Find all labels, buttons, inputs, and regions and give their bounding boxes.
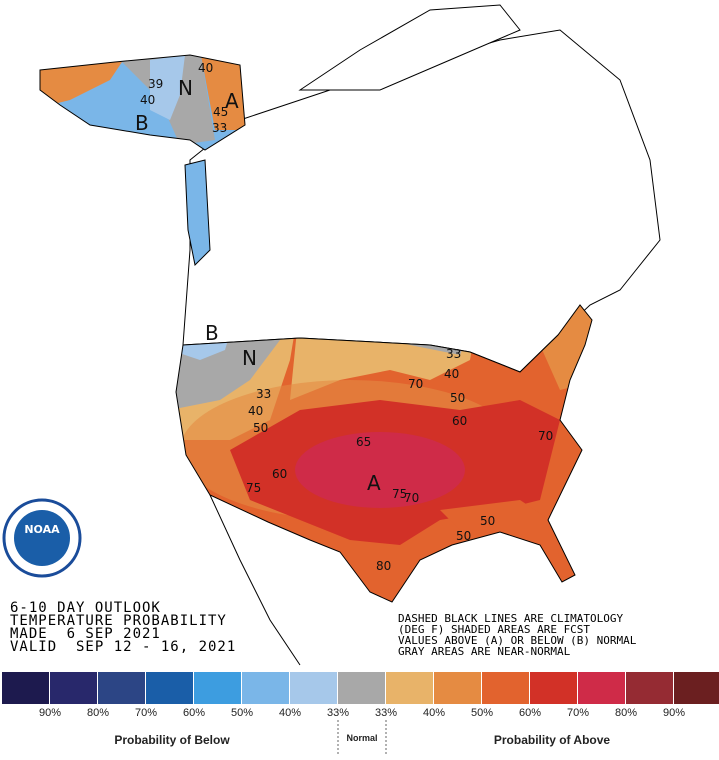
legend-below: Probability of Below	[114, 733, 230, 747]
map-label: 50	[450, 391, 465, 405]
map-label: 39	[148, 77, 163, 91]
legend-tick-label: 90%	[39, 707, 61, 719]
legend-tick-label: 80%	[615, 707, 637, 719]
legend-swatch	[482, 672, 529, 704]
note-line: VALUES ABOVE (A) OR BELOW (B) NORMAL	[398, 634, 637, 647]
map-label: 45	[213, 105, 228, 119]
noaa-logo: NOAA	[2, 498, 82, 578]
legend-tick-label: 70%	[567, 707, 589, 719]
legend-swatch	[386, 672, 433, 704]
legend-above: Probability of Above	[494, 733, 611, 747]
legend-swatch	[194, 672, 241, 704]
map-label: A	[225, 89, 239, 113]
legend-swatch	[98, 672, 145, 704]
legend: Probability of Below Normal Probability …	[2, 672, 719, 755]
map-label: 50	[480, 514, 495, 528]
legend-swatch	[338, 672, 385, 704]
map-label: 33	[256, 387, 271, 401]
note-line: DASHED BLACK LINES ARE CLIMATOLOGY	[398, 612, 624, 625]
map-label: 70	[538, 429, 553, 443]
legend-tick-label: 33%	[327, 707, 349, 719]
header-line: 6-10 DAY OUTLOOK	[10, 600, 161, 616]
header-line: TEMPERATURE PROBABILITY	[10, 613, 227, 629]
header-line: MADE 6 SEP 2021	[10, 626, 161, 642]
note-line: GRAY AREAS ARE NEAR-NORMAL	[398, 645, 571, 658]
legend-swatch	[2, 672, 49, 704]
map-label: 40	[444, 367, 459, 381]
bc-coast	[184, 159, 211, 267]
map-label: N	[178, 76, 193, 100]
map-label: 40	[140, 93, 155, 107]
map-label: 75	[246, 481, 261, 495]
legend-swatch	[578, 672, 625, 704]
legend-swatch	[146, 672, 193, 704]
legend-normal: Normal	[346, 733, 377, 743]
map-label: 70	[408, 377, 423, 391]
legend-tick-label: 33%	[375, 707, 397, 719]
legend-tick-label: 70%	[135, 707, 157, 719]
map-label: 65	[356, 435, 371, 449]
legend-swatch	[50, 672, 97, 704]
note-line: (DEG F) SHADED AREAS ARE FCST	[398, 623, 590, 636]
map-label: 70	[404, 491, 419, 505]
map-label: 50	[253, 421, 268, 435]
notes: DASHED BLACK LINES ARE CLIMATOLOGY (DEG …	[398, 612, 637, 658]
map-label: 40	[248, 404, 263, 418]
legend-tick-label: 60%	[519, 707, 541, 719]
map-label: B	[205, 321, 219, 345]
legend-swatch	[434, 672, 481, 704]
map-label: N	[242, 346, 257, 370]
map-label: 33	[212, 121, 227, 135]
legend-swatch	[674, 672, 719, 704]
legend-tick-label: 80%	[87, 707, 109, 719]
legend-swatch	[626, 672, 673, 704]
map-label: 75	[392, 487, 407, 501]
alaska-outline	[39, 54, 246, 151]
map-label: 33	[446, 347, 461, 361]
map-labels: B N A 39 40 40 45 33 B N A 33 40 50 60 6…	[135, 61, 553, 573]
map-label: 50	[456, 529, 471, 543]
map-label: 60	[272, 467, 287, 481]
map-label: 60	[452, 414, 467, 428]
legend-tick-label: 40%	[279, 707, 301, 719]
header: 6-10 DAY OUTLOOK TEMPERATURE PROBABILITY…	[10, 600, 236, 655]
map-label: 80	[376, 559, 391, 573]
legend-swatch	[530, 672, 577, 704]
canada-outline	[182, 4, 661, 373]
us-outline	[175, 304, 593, 666]
legend-tick-label: 50%	[231, 707, 253, 719]
legend-tick-label: 60%	[183, 707, 205, 719]
legend-tick-label: 50%	[471, 707, 493, 719]
legend-tick-label: 90%	[663, 707, 685, 719]
map-label: 40	[198, 61, 213, 75]
map-label: B	[135, 111, 149, 135]
logo-text: NOAA	[24, 523, 60, 536]
map-label: A	[367, 471, 381, 495]
header-line: VALID SEP 12 - 16, 2021	[10, 639, 236, 655]
legend-swatch	[242, 672, 289, 704]
legend-tick-label: 40%	[423, 707, 445, 719]
legend-swatch	[290, 672, 337, 704]
